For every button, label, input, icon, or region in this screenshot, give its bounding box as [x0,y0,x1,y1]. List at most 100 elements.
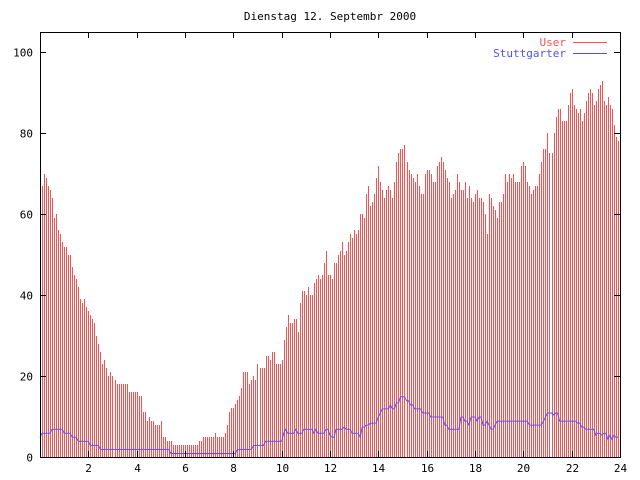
user-bar [177,445,178,457]
user-bar [493,206,494,457]
user-bar [350,234,351,457]
user-bar [618,141,619,457]
legend-label-user: User [540,36,567,49]
user-bar [66,247,67,457]
user-bar [104,360,105,457]
user-bar [499,202,500,457]
user-bar [533,190,534,457]
user-bar [404,145,405,457]
user-bar [189,445,190,457]
user-bar [431,174,432,457]
user-bar [173,445,174,457]
user-bar [60,234,61,457]
user-bar [52,198,53,457]
user-bar [594,105,595,457]
user-bar [117,384,118,457]
user-bar [141,396,142,457]
user-bar [469,186,470,457]
user-bar [219,437,220,457]
user-bar [604,101,605,457]
user-bar [612,109,613,457]
user-bar [129,392,130,457]
user-bar [82,303,83,457]
user-bar [139,396,140,457]
user-bar [290,323,291,457]
user-bar [48,186,49,457]
user-bar [179,445,180,457]
user-bar [233,408,234,457]
user-bar [306,295,307,457]
user-bar [392,198,393,457]
user-bar [137,392,138,457]
user-bar [92,319,93,457]
user-bar [50,190,51,457]
user-bar [106,368,107,457]
user-bar [264,368,265,457]
user-bar [479,198,480,457]
user-bar [503,194,504,457]
user-bar [207,437,208,457]
user-bar [76,279,77,457]
user-bar [342,242,343,457]
user-bar [171,441,172,457]
user-bar [596,101,597,457]
legend-label-stuttgarter: Stuttgarter [493,47,566,60]
user-bar [90,315,91,457]
user-bar [374,194,375,457]
user-bar [161,421,162,457]
user-bar [84,299,85,457]
user-bar [157,425,158,457]
user-bar [348,242,349,457]
user-bar [505,174,506,457]
user-bar [459,182,460,457]
user-bar [481,198,482,457]
user-bar [280,364,281,457]
legend: User Stuttgarter [493,36,607,60]
user-bar [566,121,567,457]
user-bar [276,364,277,457]
user-bar [272,352,273,457]
user-bar [461,190,462,457]
user-bar [463,190,464,457]
user-bar [237,400,238,457]
user-bar [495,210,496,457]
user-bar [175,445,176,457]
user-bar [72,267,73,457]
user-bar [580,109,581,457]
user-bar [334,263,335,457]
user-bar [384,198,385,457]
user-bar [590,89,591,457]
user-bar [96,336,97,457]
x-tick-label: 16 [421,462,434,475]
user-bar [328,275,329,457]
x-tick-label: 14 [372,462,386,475]
y-tick-label: 100 [13,47,33,60]
user-bar [247,372,248,457]
user-bar [100,352,101,457]
user-bar [143,412,144,457]
user-bar [582,121,583,457]
stuttgarter-line [39,396,618,454]
user-bar [251,380,252,457]
user-bar [610,105,611,457]
user-bar [324,263,325,457]
user-bar [300,303,301,457]
user-bar [193,445,194,457]
user-bar [491,198,492,457]
x-tick-label: 20 [517,462,530,475]
user-bar [54,218,55,457]
user-bar [443,162,444,457]
y-tick-label: 40 [20,290,33,303]
user-bar [501,202,502,457]
x-tick-label: 22 [566,462,579,475]
user-bar [344,255,345,457]
user-bar [537,186,538,457]
user-bar [145,412,146,457]
user-bar [543,149,544,457]
user-bar [396,162,397,457]
user-bar [572,89,573,457]
user-bar [235,404,236,457]
user-bar [211,437,212,457]
user-bar [394,182,395,457]
